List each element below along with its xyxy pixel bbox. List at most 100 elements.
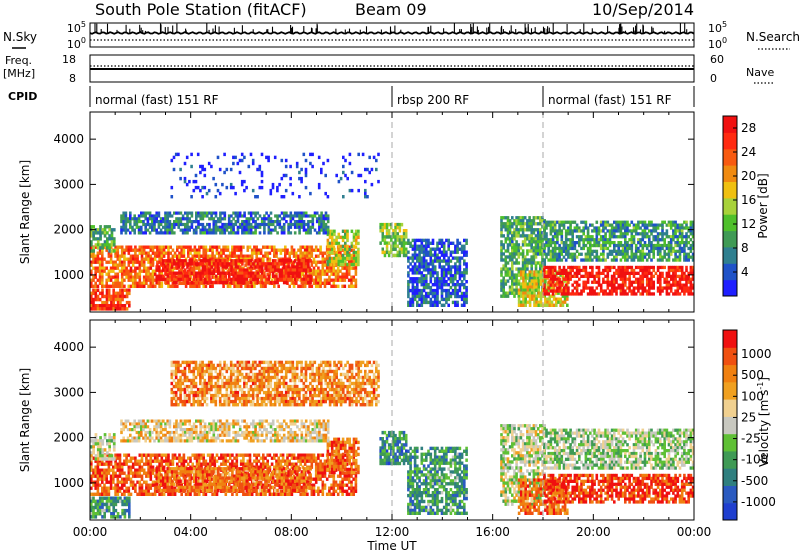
heatmap-cell — [648, 268, 651, 273]
heatmap-cell — [271, 220, 275, 224]
heatmap-cell — [236, 277, 240, 282]
heatmap-cell — [96, 307, 100, 311]
heatmap-cell — [502, 246, 505, 250]
heatmap-cell — [217, 268, 220, 272]
heatmap-cell — [573, 252, 577, 256]
heatmap-cell — [584, 243, 588, 248]
heatmap-cell — [99, 246, 102, 250]
heatmap-cell — [114, 278, 117, 282]
heatmap-cell — [232, 225, 235, 229]
heatmap-cell — [129, 275, 133, 279]
heatmap-cell — [689, 289, 693, 293]
heatmap-cell — [502, 267, 505, 271]
heatmap-cell — [337, 259, 341, 264]
heatmap-cell — [517, 228, 521, 232]
heatmap-cell — [298, 220, 301, 224]
heatmap-cell — [300, 217, 304, 221]
heatmap-cell — [288, 254, 291, 258]
heatmap-cell — [199, 259, 202, 263]
heatmap-cell — [208, 280, 211, 285]
heatmap-cell — [219, 214, 222, 218]
heatmap-cell — [539, 231, 542, 235]
heatmap-cell — [254, 222, 257, 227]
heatmap-cell — [208, 228, 211, 232]
heatmap-cell — [156, 254, 159, 258]
heatmap-cell — [120, 220, 123, 224]
heatmap-cell — [539, 279, 543, 283]
heatmap-cell — [533, 303, 536, 307]
heatmap-cell — [661, 289, 664, 293]
heatmap-cell — [280, 277, 284, 282]
heatmap-cell — [608, 283, 612, 287]
heatmap-cell — [344, 250, 347, 255]
heatmap-cell — [458, 241, 462, 245]
heatmap-cell — [323, 251, 327, 255]
heatmap-cell — [610, 232, 614, 236]
heatmap-cell — [288, 284, 291, 288]
heatmap-cell — [541, 276, 545, 280]
heatmap-cell — [593, 255, 596, 259]
heatmap-cell — [674, 232, 677, 236]
heatmap-cell — [458, 262, 462, 266]
heatmap-cell — [128, 300, 131, 305]
heatmap-cell — [451, 277, 455, 281]
heatmap-cell — [246, 266, 250, 270]
heatmap-cell — [591, 289, 594, 293]
heatmap-cell — [606, 252, 610, 256]
heatmap-cell — [248, 254, 252, 258]
heatmap-cell — [181, 259, 185, 263]
heatmap-cell — [213, 245, 217, 249]
heatmap-cell — [157, 220, 161, 224]
heatmap-cell — [586, 292, 590, 296]
heatmap-cell — [591, 280, 594, 284]
heatmap-cell — [290, 245, 294, 249]
heatmap-cell — [433, 297, 437, 302]
heatmap-cell — [170, 231, 174, 235]
heatmap-cell — [411, 268, 415, 272]
heatmap-cell — [325, 254, 329, 258]
heatmap-cell — [123, 254, 126, 258]
heatmap-cell — [145, 281, 148, 285]
heatmap-cell — [184, 277, 187, 282]
heatmap-cell — [252, 220, 255, 224]
heatmap-cell — [683, 286, 686, 290]
heatmap-cell — [626, 229, 629, 233]
heatmap-cell — [234, 268, 238, 272]
heatmap-cell — [140, 214, 143, 218]
heatmap-cell — [169, 251, 172, 255]
heatmap-cell — [243, 220, 246, 224]
heatmap-cell — [545, 241, 548, 245]
heatmap-cell — [398, 253, 402, 258]
heatmap-cell — [689, 268, 693, 273]
heatmap-cell — [140, 257, 144, 261]
heatmap-cell — [511, 270, 514, 274]
heatmap-cell — [206, 259, 209, 263]
heatmap-cell — [683, 235, 686, 239]
heatmap-cell — [526, 228, 529, 232]
heatmap-cell — [650, 246, 653, 251]
heatmap-cell — [394, 232, 397, 236]
heatmap-cell — [175, 280, 178, 285]
heatmap-cell — [192, 277, 196, 282]
heatmap-cell — [615, 229, 618, 233]
heatmap-cell — [606, 265, 610, 270]
heatmap-cell — [431, 238, 435, 243]
heatmap-cell — [534, 246, 538, 250]
heatmap-cell — [140, 248, 144, 252]
heatmap-cell — [192, 265, 196, 269]
heatmap-cell — [216, 225, 220, 229]
heatmap-cell — [119, 304, 122, 308]
heatmap-cell — [500, 234, 503, 238]
heatmap-cell — [413, 288, 417, 293]
heatmap-cell — [171, 254, 175, 258]
heatmap-cell — [641, 255, 645, 259]
heatmap-cell — [169, 278, 172, 282]
heatmap-cell — [522, 279, 525, 283]
heatmap-cell — [190, 220, 194, 224]
heatmap-cell — [597, 238, 601, 242]
heatmap-cell — [151, 278, 155, 282]
heatmap-cell — [193, 284, 197, 288]
heatmap-cell — [678, 286, 682, 290]
heatmap-cell — [409, 256, 412, 260]
